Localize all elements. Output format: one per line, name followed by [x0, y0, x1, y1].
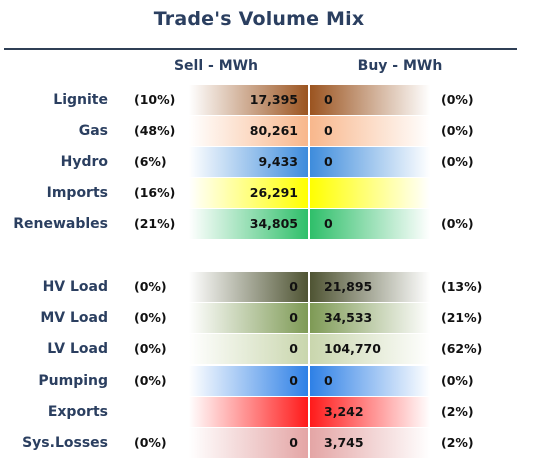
buy-value-cell: 0 [310, 147, 430, 177]
row-label: HV Load [42, 279, 108, 295]
table-row: Exports 3,242 (2%) [0, 397, 554, 427]
sell-value: 0 [289, 310, 298, 325]
sell-value: 26,291 [249, 185, 298, 200]
sell-value: 9,433 [258, 154, 298, 169]
sell-value: 0 [289, 279, 298, 294]
sell-column-header: Sell - MWh [173, 58, 259, 74]
row-label: Gas [78, 123, 108, 139]
buy-value-cell: 3,242 [310, 397, 430, 427]
buy-percent: (0%) [441, 373, 474, 388]
buy-percent: (0%) [441, 92, 474, 107]
table-row: HV Load (0%) 0 21,895 (13%) [0, 272, 554, 302]
buy-percent: (2%) [441, 404, 474, 419]
buy-percent: (0%) [441, 123, 474, 138]
row-label: MV Load [40, 310, 108, 326]
sell-percent: (48%) [134, 123, 176, 138]
sell-percent: (0%) [134, 341, 167, 356]
sell-value-cell: 34,805 [189, 209, 308, 239]
sell-value: 80,261 [249, 123, 298, 138]
row-label: LV Load [47, 341, 108, 357]
buy-value-cell: 21,895 [310, 272, 430, 302]
table-row: Hydro (6%) 9,433 0 (0%) [0, 147, 554, 177]
buy-value: 3,242 [324, 404, 364, 419]
sell-percent: (10%) [134, 92, 176, 107]
row-label: Hydro [60, 154, 108, 170]
buy-value-cell: 0 [310, 366, 430, 396]
buy-value: 34,533 [324, 310, 373, 325]
sell-value-cell [189, 397, 308, 427]
buy-value-cell: 104,770 [310, 334, 430, 364]
buy-value: 104,770 [324, 341, 381, 356]
table-row: Lignite (10%) 17,395 0 (0%) [0, 85, 554, 115]
table-row: Sys.Losses (0%) 0 3,745 (2%) [0, 428, 554, 458]
buy-percent: (62%) [441, 341, 483, 356]
title-divider [4, 48, 517, 50]
buy-value: 21,895 [324, 279, 373, 294]
sell-value: 0 [289, 341, 298, 356]
buy-value: 3,745 [324, 435, 364, 450]
table-row: LV Load (0%) 0 104,770 (62%) [0, 334, 554, 364]
sell-percent: (21%) [134, 216, 176, 231]
table-row: Gas (48%) 80,261 0 (0%) [0, 116, 554, 146]
buy-column-header: Buy - MWh [357, 58, 443, 74]
table-row: Pumping (0%) 0 0 (0%) [0, 366, 554, 396]
buy-percent: (13%) [441, 279, 483, 294]
buy-value-cell: 34,533 [310, 303, 430, 333]
sell-value-cell: 0 [189, 428, 308, 458]
buy-value-cell: 0 [310, 85, 430, 115]
sell-percent: (0%) [134, 435, 167, 450]
buy-value-cell: 0 [310, 116, 430, 146]
sell-value: 34,805 [249, 216, 298, 231]
sell-percent: (0%) [134, 310, 167, 325]
sell-value-cell: 26,291 [189, 178, 308, 208]
row-label: Sys.Losses [22, 435, 108, 451]
buy-percent: (2%) [441, 435, 474, 450]
sell-value: 0 [289, 373, 298, 388]
sell-value: 0 [289, 435, 298, 450]
buy-value: 0 [324, 373, 333, 388]
row-label: Imports [46, 185, 108, 201]
sell-value-cell: 0 [189, 272, 308, 302]
buy-value: 0 [324, 123, 333, 138]
buy-percent: (0%) [441, 154, 474, 169]
sell-value-cell: 17,395 [189, 85, 308, 115]
chart-title: Trade's Volume Mix [153, 8, 365, 30]
buy-value: 0 [324, 154, 333, 169]
sell-value: 17,395 [249, 92, 298, 107]
row-label: Renewables [13, 216, 108, 232]
table-row: MV Load (0%) 0 34,533 (21%) [0, 303, 554, 333]
sell-percent: (0%) [134, 279, 167, 294]
sell-value-cell: 0 [189, 303, 308, 333]
table-row: Imports (16%) 26,291 [0, 178, 554, 208]
sell-value-cell: 9,433 [189, 147, 308, 177]
sell-value-cell: 0 [189, 366, 308, 396]
sell-percent: (0%) [134, 373, 167, 388]
sell-value-cell: 0 [189, 334, 308, 364]
buy-percent: (21%) [441, 310, 483, 325]
row-label: Exports [47, 404, 108, 420]
buy-percent: (0%) [441, 216, 474, 231]
buy-value-cell [310, 178, 430, 208]
row-label: Pumping [38, 373, 108, 389]
table-row: Renewables (21%) 34,805 0 (0%) [0, 209, 554, 239]
buy-value: 0 [324, 92, 333, 107]
buy-value-cell: 3,745 [310, 428, 430, 458]
row-label: Lignite [53, 92, 108, 108]
sell-percent: (6%) [134, 154, 167, 169]
buy-value: 0 [324, 216, 333, 231]
sell-percent: (16%) [134, 185, 176, 200]
buy-value-cell: 0 [310, 209, 430, 239]
sell-value-cell: 80,261 [189, 116, 308, 146]
